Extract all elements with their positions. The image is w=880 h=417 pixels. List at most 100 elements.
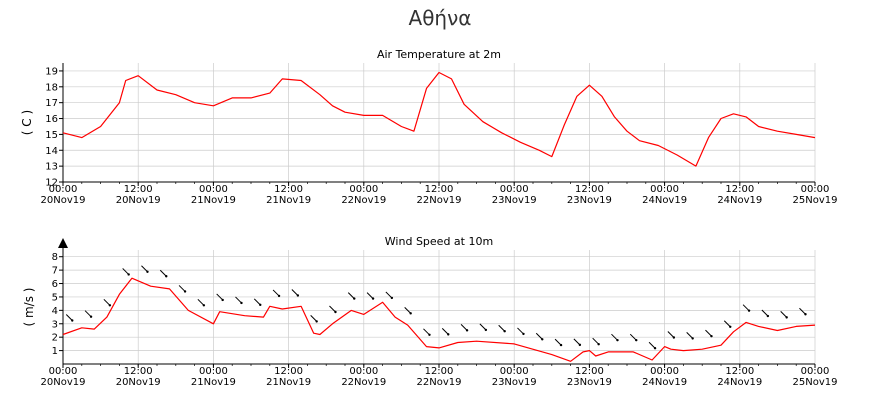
temp-y-tick-label: 12 bbox=[45, 178, 58, 189]
temp-x-tick-label-time: 00:00 bbox=[49, 184, 78, 195]
temp-x-tick-label-time: 00:00 bbox=[199, 184, 228, 195]
wind-x-tick-label-date: 20Nov19 bbox=[116, 377, 161, 388]
wind-y-tick-label: 3 bbox=[52, 319, 58, 330]
temp-series-line bbox=[62, 71, 816, 167]
wind-barb-tip bbox=[428, 333, 431, 337]
temp-x-tick-label-time: 00:00 bbox=[500, 184, 529, 195]
wind-barb-tip bbox=[202, 304, 206, 307]
wind-y-tick-label: 2 bbox=[52, 333, 58, 344]
wind-x-tick-label-date: 25Nov19 bbox=[793, 377, 838, 388]
temp-x-tick-label-time: 00:00 bbox=[801, 184, 830, 195]
wind-barb-tip bbox=[353, 297, 356, 300]
wind-y-tick-label: 5 bbox=[52, 292, 58, 303]
wind-x-tick-label-time: 12:00 bbox=[425, 366, 454, 377]
wind-barb bbox=[423, 328, 430, 336]
wind-barb bbox=[103, 298, 111, 306]
wind-barb bbox=[780, 311, 788, 318]
temp-y-tick-label: 17 bbox=[45, 98, 58, 109]
wind-barb bbox=[441, 328, 449, 335]
temp-chart-title: Air Temperature at 2m bbox=[377, 48, 501, 61]
wind-y-tick-label: 7 bbox=[52, 266, 58, 277]
wind-barb bbox=[460, 323, 468, 331]
wind-y-axis-arrow bbox=[58, 238, 68, 248]
wind-x-tick-label-time: 12:00 bbox=[124, 366, 153, 377]
wind-barb-tip bbox=[766, 314, 770, 318]
temp-x-tick-label-time: 12:00 bbox=[274, 184, 303, 195]
wind-barb bbox=[122, 268, 130, 275]
wind-speed-chart: Wind Speed at 10m( m/s )00:0020Nov1912:0… bbox=[22, 235, 837, 388]
temperature-chart: Air Temperature at 2m( C )00:0020Nov1912… bbox=[20, 48, 837, 206]
temp-x-tick-label-date: 23Nov19 bbox=[567, 195, 612, 206]
temp-y-tick-label: 16 bbox=[45, 114, 58, 125]
temp-x-tick-label-date: 20Nov19 bbox=[41, 195, 86, 206]
wind-barb-tip bbox=[277, 294, 281, 298]
wind-barb-tip bbox=[315, 320, 318, 323]
wind-y-tick-label: 8 bbox=[52, 252, 58, 263]
wind-barb bbox=[253, 298, 261, 306]
wind-barb-tip bbox=[409, 312, 412, 315]
wind-x-tick-label-time: 00:00 bbox=[500, 366, 529, 377]
wind-barb bbox=[479, 323, 487, 331]
wind-barb-tip bbox=[804, 313, 807, 316]
wind-barb-tip bbox=[259, 303, 262, 307]
wind-y-axis-label: ( m/s ) bbox=[22, 288, 36, 327]
temp-y-axis-label: ( C ) bbox=[20, 110, 34, 135]
wind-x-tick-label-time: 12:00 bbox=[575, 366, 604, 377]
wind-x-tick-label-date: 23Nov19 bbox=[492, 377, 537, 388]
wind-barb-tip bbox=[597, 343, 600, 346]
temp-x-tick-label-date: 23Nov19 bbox=[492, 195, 537, 206]
wind-barb bbox=[84, 310, 92, 318]
wind-barb-tip bbox=[165, 275, 168, 278]
wind-barb-tip bbox=[635, 338, 638, 342]
temp-x-tick-label-time: 12:00 bbox=[575, 184, 604, 195]
wind-barbs bbox=[65, 265, 807, 350]
wind-barb bbox=[592, 337, 600, 345]
temp-x-tick-label-date: 20Nov19 bbox=[116, 195, 161, 206]
page-title: Αθήνα bbox=[408, 6, 472, 30]
temp-y-tick-label: 19 bbox=[45, 66, 58, 77]
wind-barb-tip bbox=[371, 297, 375, 300]
wind-barb bbox=[723, 320, 731, 328]
wind-barb-tip bbox=[89, 315, 93, 318]
wind-barb bbox=[310, 315, 318, 322]
wind-barb-tip bbox=[221, 298, 224, 302]
wind-barb bbox=[667, 331, 675, 338]
temp-y-tick-label: 15 bbox=[45, 130, 58, 141]
wind-barb-tip bbox=[127, 273, 130, 276]
wind-barb bbox=[705, 329, 712, 337]
wind-y-tick-label: 4 bbox=[52, 306, 58, 317]
temp-x-tick-label-date: 22Nov19 bbox=[341, 195, 386, 206]
wind-x-tick-label-time: 00:00 bbox=[650, 366, 679, 377]
wind-barb-tip bbox=[710, 334, 713, 338]
wind-x-tick-label-date: 21Nov19 bbox=[266, 377, 311, 388]
wind-barb-tip bbox=[447, 333, 450, 336]
wind-barb-tip bbox=[334, 310, 337, 314]
wind-barb bbox=[366, 292, 374, 299]
wind-x-tick-label-time: 00:00 bbox=[349, 366, 378, 377]
temp-x-tick-label-time: 12:00 bbox=[725, 184, 754, 195]
wind-barb-tip bbox=[729, 325, 732, 328]
wind-barb-tip bbox=[653, 347, 657, 350]
wind-y-tick-label: 6 bbox=[52, 279, 58, 290]
wind-barb bbox=[517, 327, 524, 335]
wind-barb-tip bbox=[146, 270, 149, 273]
wind-x-tick-label-date: 20Nov19 bbox=[41, 377, 86, 388]
wind-barb-tip bbox=[484, 328, 488, 332]
wind-barb-tip bbox=[522, 332, 525, 336]
wind-x-tick-label-date: 24Nov19 bbox=[642, 377, 687, 388]
wind-barb bbox=[235, 296, 242, 304]
wind-barb bbox=[686, 332, 694, 339]
wind-barb bbox=[761, 309, 769, 317]
wind-chart-title: Wind Speed at 10m bbox=[385, 235, 493, 248]
temp-x-tick-label-date: 21Nov19 bbox=[191, 195, 236, 206]
wind-barb-tip bbox=[390, 296, 394, 300]
wind-barb bbox=[573, 338, 581, 346]
wind-x-tick-label-date: 22Nov19 bbox=[417, 377, 462, 388]
wind-barb-tip bbox=[672, 336, 676, 339]
wind-barb-tip bbox=[296, 294, 300, 297]
wind-barb-tip bbox=[108, 304, 112, 307]
temp-x-tick-label-date: 22Nov19 bbox=[417, 195, 462, 206]
wind-barb bbox=[742, 304, 750, 312]
wind-barb bbox=[272, 289, 280, 297]
